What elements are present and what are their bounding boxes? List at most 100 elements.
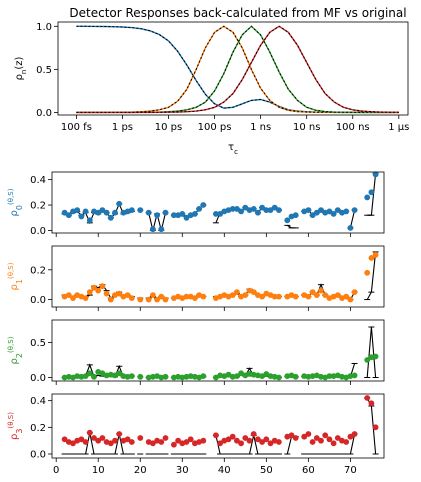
data-point: [372, 424, 379, 431]
data-point: [124, 436, 131, 443]
x-tick-label: 60: [302, 465, 315, 476]
data-point: [351, 289, 358, 295]
data-point: [284, 217, 291, 224]
y-tick-label: 0.2: [30, 201, 46, 212]
data-point: [82, 208, 89, 215]
data-point: [86, 289, 93, 295]
data-point: [154, 296, 161, 303]
data-point: [334, 292, 341, 298]
data-point: [162, 209, 169, 216]
x-tick-label: 1 ps: [112, 122, 133, 133]
data-point: [255, 209, 261, 216]
data-point: [250, 289, 257, 295]
y-tick-label: 1.0: [36, 22, 52, 33]
data-point: [326, 208, 333, 215]
data-point: [91, 373, 97, 380]
data-point: [128, 373, 135, 379]
data-point: [192, 211, 198, 217]
x-tick-label: 0: [53, 465, 59, 476]
data-point: [305, 207, 312, 214]
data-point: [158, 439, 165, 445]
x-tick-label: 50: [260, 465, 273, 476]
data-point: [259, 204, 265, 211]
data-point: [234, 206, 240, 212]
fit-line: [366, 326, 377, 378]
data-point: [213, 211, 219, 217]
data-point: [183, 214, 190, 221]
data-point: [322, 432, 329, 439]
data-point: [192, 295, 198, 301]
data-point: [271, 293, 278, 300]
data-point: [368, 400, 375, 407]
data-point: [368, 255, 375, 261]
data-point: [351, 207, 358, 214]
data-point: [288, 432, 295, 439]
x-tick-label: 10 ns: [293, 122, 320, 133]
data-point: [95, 437, 102, 444]
data-point: [137, 207, 144, 214]
data-point: [372, 171, 379, 178]
data-point: [70, 440, 76, 447]
data-point: [116, 370, 123, 377]
data-point: [179, 211, 186, 217]
y-axis-label: ρ3(θ,S): [7, 412, 24, 440]
data-point: [364, 395, 371, 401]
data-point: [112, 209, 118, 216]
data-point: [99, 207, 106, 214]
x-tick-label: 1 ns: [250, 122, 271, 133]
data-point: [82, 373, 89, 379]
data-point: [292, 212, 299, 219]
data-point: [238, 208, 245, 215]
data-point: [171, 441, 177, 448]
fit-line: [367, 173, 377, 216]
data-point: [246, 437, 253, 444]
data-point: [99, 283, 106, 290]
data-point: [364, 357, 371, 363]
data-point: [276, 293, 282, 300]
data-point: [99, 435, 106, 441]
data-point: [107, 296, 114, 303]
data-point: [217, 440, 224, 447]
data-point: [343, 208, 350, 215]
data-point: [250, 431, 257, 437]
data-point: [162, 435, 169, 441]
data-point: [267, 440, 274, 447]
y-axis-label: ρn(z): [14, 56, 28, 80]
detector-panel-2: 0.0 0.5: [30, 319, 385, 385]
data-point: [112, 437, 118, 444]
axes-frame: [51, 171, 385, 234]
x-tick-label: 10 ps: [155, 122, 182, 133]
x-tick-label: 10: [92, 465, 105, 476]
data-point: [263, 436, 270, 443]
data-point: [309, 289, 316, 295]
data-point: [116, 200, 123, 207]
data-point: [229, 292, 236, 298]
data-point: [305, 293, 312, 300]
data-point: [318, 287, 324, 294]
data-point: [343, 439, 350, 445]
x-tick-label: 100 ns: [336, 122, 370, 133]
data-point: [82, 295, 89, 301]
top-panel: 100 fs 1 ps 10 ps 100 ps 1 ns 10 ns 100 ns 1 μs…: [14, 6, 409, 156]
data-point: [86, 429, 93, 436]
data-point: [78, 213, 85, 220]
back-calc-curve-1: [76, 25, 399, 113]
data-point: [200, 373, 207, 379]
data-point: [292, 373, 299, 380]
data-point: [150, 226, 156, 233]
data-point: [234, 289, 240, 295]
data-point: [128, 207, 135, 214]
data-point: [351, 431, 358, 437]
data-point: [82, 439, 89, 445]
y-tick-label: 0.0: [30, 226, 46, 237]
data-point: [313, 435, 320, 441]
x-tick-label: 40: [218, 465, 231, 476]
chart-title: Detector Responses back-calculated from …: [69, 6, 406, 20]
y-tick-label: 0.2: [30, 423, 46, 434]
fit-line: [215, 435, 279, 455]
data-point: [145, 296, 152, 303]
data-point: [259, 439, 265, 445]
data-point: [150, 440, 156, 447]
data-point: [276, 374, 282, 381]
